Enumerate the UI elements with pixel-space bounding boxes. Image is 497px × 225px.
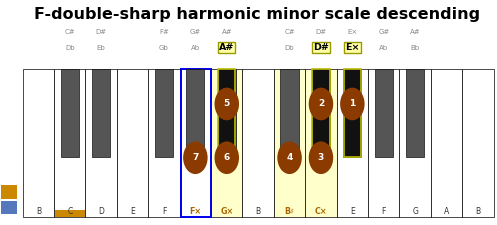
Text: Db: Db [285,45,294,51]
Bar [368,69,400,217]
Text: Eb: Eb [97,45,105,51]
Text: Db: Db [65,45,75,51]
Text: 1: 1 [349,99,355,108]
Text: A#: A# [410,29,420,34]
Text: F×: F× [189,207,201,216]
Text: Ab: Ab [191,45,200,51]
Bar [211,69,243,217]
Bar [305,69,336,217]
Bar [1,201,17,214]
Text: E×: E× [347,29,357,34]
Bar [117,69,148,217]
Text: F-double-sharp harmonic minor scale descending: F-double-sharp harmonic minor scale desc… [34,7,481,22]
Text: 6: 6 [224,153,230,162]
Text: D#: D# [95,29,107,34]
Bar [180,69,211,217]
Text: G: G [412,207,418,216]
Bar [1,184,17,199]
Bar [23,69,54,217]
Text: A#: A# [222,29,232,34]
Bar [343,69,361,157]
Text: F: F [162,207,166,216]
Text: B: B [255,207,261,216]
Ellipse shape [215,88,239,120]
Bar [406,69,424,157]
Text: A: A [444,207,449,216]
Text: E: E [350,207,355,216]
Text: D: D [98,207,104,216]
Text: 4: 4 [286,153,293,162]
Text: B♯: B♯ [285,207,295,216]
Text: F: F [382,207,386,216]
Text: G#: G# [190,29,201,34]
Text: Ab: Ab [379,45,388,51]
Bar [218,69,236,157]
Text: G×: G× [220,207,234,216]
Text: 5: 5 [224,99,230,108]
Text: D#: D# [316,29,327,34]
Bar [400,69,431,217]
Text: 2: 2 [318,99,324,108]
Bar [243,69,274,217]
Bar [336,69,368,217]
Ellipse shape [183,141,208,174]
Text: D#: D# [313,43,329,52]
Bar [148,69,180,217]
Text: F#: F# [159,29,169,34]
Text: basicmusictheory.com: basicmusictheory.com [6,73,11,138]
Bar [155,69,173,157]
Bar [344,69,361,157]
Ellipse shape [277,141,302,174]
Bar [92,69,110,157]
Bar [462,69,494,217]
Bar [180,69,211,217]
Bar [54,69,85,217]
Ellipse shape [309,88,333,120]
Bar [375,69,393,157]
Text: Bb: Bb [411,45,419,51]
Bar [61,69,79,157]
Bar [85,69,117,217]
Text: E: E [130,207,135,216]
Bar [280,69,299,157]
Text: C#: C# [65,29,75,34]
Bar [55,210,85,217]
Bar [218,69,236,157]
Ellipse shape [215,141,239,174]
Bar [312,69,330,157]
Text: 3: 3 [318,153,324,162]
Text: C: C [67,207,73,216]
Bar [312,69,330,157]
Ellipse shape [340,88,365,120]
Ellipse shape [309,141,333,174]
Text: E×: E× [345,43,360,52]
Text: B: B [476,207,481,216]
Text: Gb: Gb [159,45,169,51]
Bar [274,69,305,217]
Text: A#: A# [219,43,235,52]
Text: C#: C# [284,29,295,34]
Bar [431,69,462,217]
Text: G#: G# [378,29,389,34]
Text: B: B [36,207,41,216]
Text: 7: 7 [192,153,199,162]
Bar [186,69,204,157]
Text: C×: C× [315,207,327,216]
